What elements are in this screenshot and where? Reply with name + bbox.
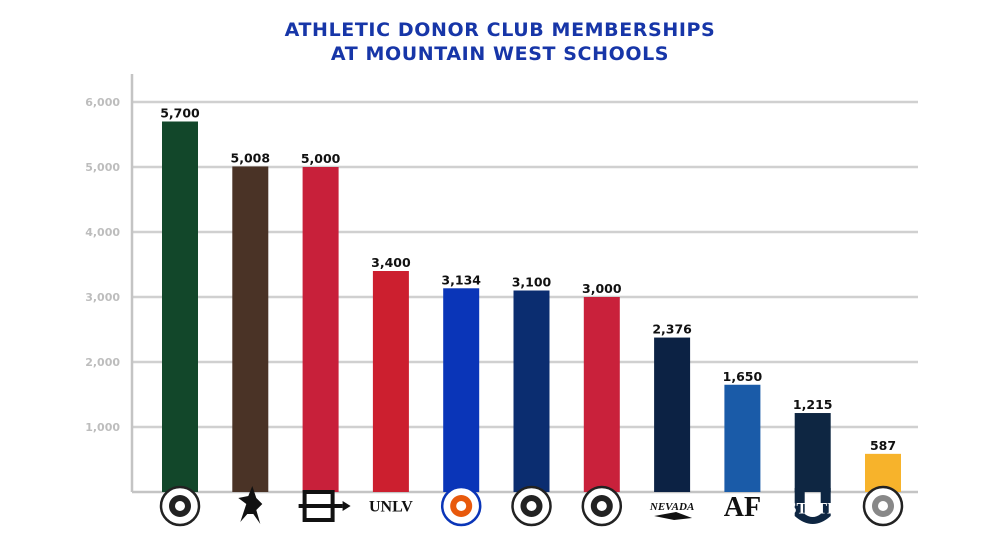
logo-text: NEVADA bbox=[649, 501, 694, 513]
data-label: 2,376 bbox=[652, 322, 692, 337]
air-force-logo-icon: AF bbox=[724, 492, 761, 523]
data-label: 587 bbox=[870, 438, 896, 453]
logo-detail bbox=[526, 501, 537, 511]
chart-title: ATHLETIC DONOR CLUB MEMBERSHIPS AT MOUNT… bbox=[0, 18, 1000, 66]
y-tick-label: 5,000 bbox=[85, 161, 120, 174]
bulldog-icon bbox=[511, 485, 552, 527]
y-tick-label: 3,000 bbox=[85, 291, 120, 304]
logo-shape bbox=[238, 486, 263, 524]
spartan-icon bbox=[862, 485, 904, 527]
logo-detail bbox=[596, 501, 607, 511]
unlv-logo-icon: UNLV bbox=[369, 499, 413, 516]
data-label: 3,000 bbox=[582, 281, 622, 296]
y-tick-label: 2,000 bbox=[85, 356, 120, 369]
data-label: 1,215 bbox=[793, 397, 833, 412]
y-tick-label: 6,000 bbox=[85, 96, 120, 109]
bar bbox=[513, 290, 550, 492]
data-label: 3,100 bbox=[512, 275, 552, 290]
chart-title-line-2: AT MOUNTAIN WEST SCHOOLS bbox=[330, 43, 670, 65]
sdsu-logo-icon bbox=[298, 490, 351, 522]
bar bbox=[372, 271, 409, 492]
bar bbox=[865, 453, 901, 492]
bar bbox=[794, 413, 831, 492]
logo-detail bbox=[878, 501, 888, 511]
y-tick-label: 1,000 bbox=[85, 421, 120, 434]
bar bbox=[232, 166, 269, 493]
y-tick-label: 4,000 bbox=[85, 226, 120, 239]
bucking-horse-icon bbox=[238, 486, 263, 524]
bar bbox=[654, 337, 691, 492]
data-label: 1,650 bbox=[723, 369, 763, 384]
logo-spear-tip bbox=[342, 501, 351, 511]
nevada-wolf-icon: NEVADA bbox=[649, 501, 694, 520]
logo-shape bbox=[794, 488, 831, 524]
utah-state-logo-icon: STATE bbox=[788, 488, 838, 524]
chart-title-line-1: ATHLETIC DONOR CLUB MEMBERSHIPS bbox=[284, 19, 716, 41]
logo-text: STATE bbox=[788, 501, 838, 518]
logo-text: UNLV bbox=[369, 499, 413, 516]
logo-wolf bbox=[654, 512, 693, 520]
bar bbox=[162, 121, 198, 492]
data-label: 5,700 bbox=[160, 106, 200, 121]
data-label: 5,000 bbox=[301, 151, 341, 166]
data-label: 5,008 bbox=[231, 150, 271, 165]
ram-icon bbox=[159, 485, 201, 527]
bronco-icon bbox=[440, 485, 482, 527]
bar bbox=[583, 297, 620, 492]
data-label: 3,400 bbox=[371, 255, 411, 270]
bar bbox=[724, 384, 761, 492]
bar bbox=[302, 167, 339, 492]
logo-detail bbox=[175, 501, 185, 511]
data-label: 3,134 bbox=[441, 272, 481, 287]
logo-text: AF bbox=[724, 492, 761, 523]
lobo-icon bbox=[581, 485, 623, 527]
logo-detail bbox=[456, 501, 467, 511]
bar bbox=[443, 288, 480, 492]
